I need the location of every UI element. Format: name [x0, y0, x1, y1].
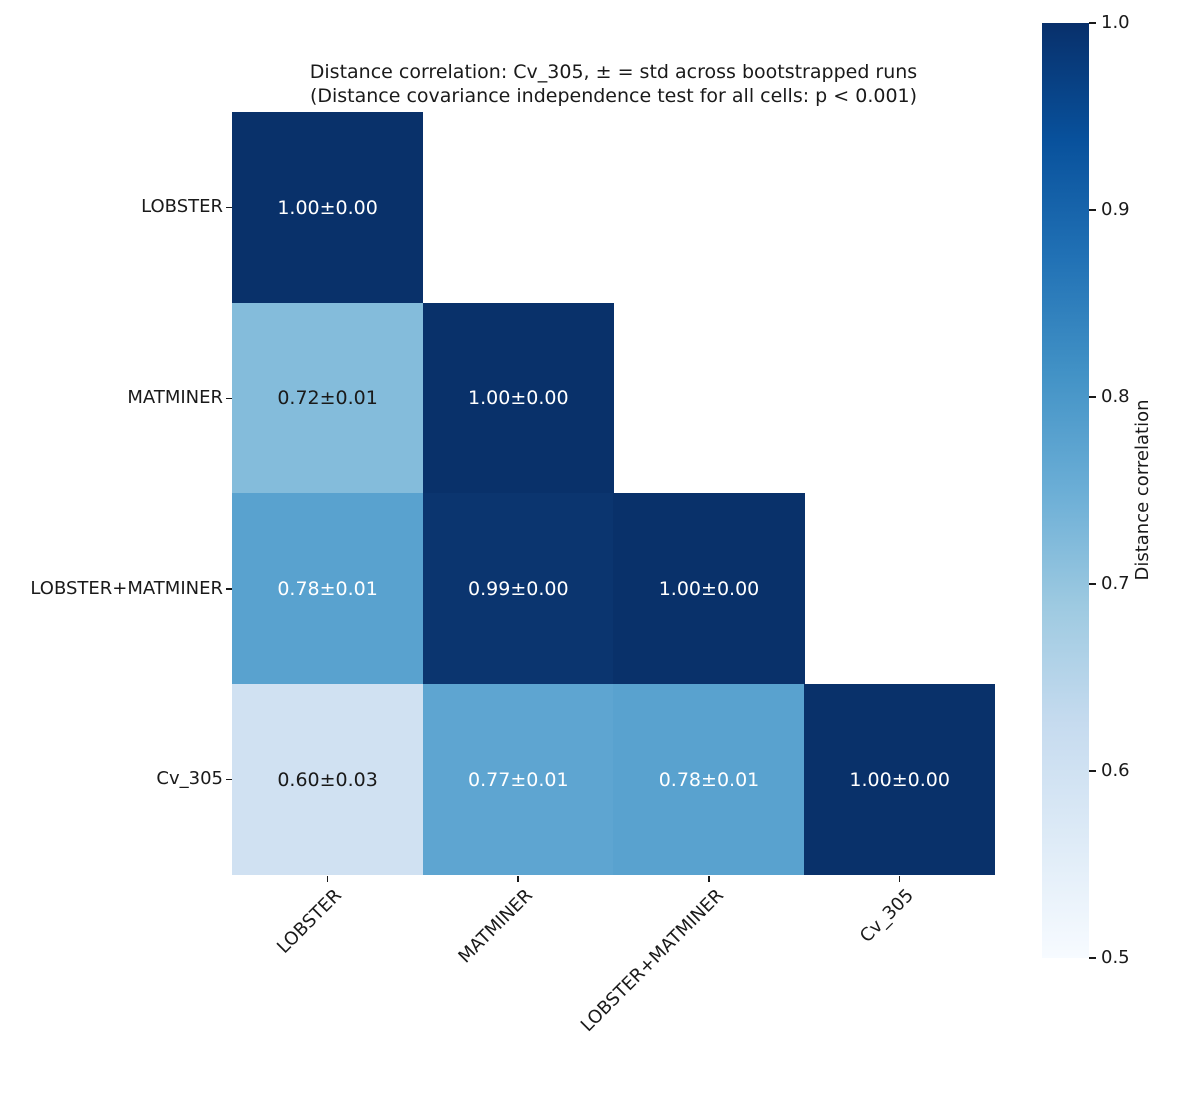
y-tick-label-Cv_305: Cv_305: [156, 768, 223, 790]
heatmap-cell-Cv_305-Cv_305: 1.00±0.00: [804, 684, 996, 876]
colorbar-tick-mark: [1089, 957, 1096, 959]
y-tick-mark: [226, 397, 232, 400]
heatmap-cell-Cv_305-LOBSTER: 0.60±0.03: [232, 684, 424, 876]
heatmap-cell-LOBSTER+MATMINER-LOBSTER+MATMINER: 1.00±0.00: [613, 493, 805, 685]
colorbar-tick-mark: [1089, 770, 1096, 772]
x-tick-label-LOBSTER: LOBSTER: [273, 884, 347, 958]
x-tick-mark: [517, 875, 519, 882]
chart-title-line2: (Distance covariance independence test f…: [309, 85, 918, 107]
x-tick-label-Cv_305: Cv_305: [856, 884, 919, 947]
colorbar-tick-label-0.8: 0.8: [1101, 386, 1130, 408]
colorbar-tick-label-0.5: 0.5: [1101, 947, 1130, 969]
x-tick-label-LOBSTER+MATMINER: LOBSTER+MATMINER: [576, 884, 728, 1036]
y-tick-mark: [226, 778, 232, 781]
heatmap-cell-MATMINER-MATMINER: 1.00±0.00: [422, 302, 614, 494]
y-tick-label-LOBSTER+MATMINER: LOBSTER+MATMINER: [30, 577, 223, 599]
heatmap-cell-LOBSTER-LOBSTER: 1.00±0.00: [232, 112, 424, 304]
y-tick-mark: [226, 588, 232, 590]
chart-title: Distance correlation: Cv_305, ± = std ac…: [232, 60, 995, 108]
x-tick-label-MATMINER: MATMINER: [454, 884, 537, 968]
colorbar-axis-label: Distance correlation: [1132, 399, 1153, 581]
x-tick-mark: [708, 875, 710, 882]
heatmap-cell-Cv_305-LOBSTER+MATMINER: 0.78±0.01: [613, 684, 805, 876]
heatmap-cell-Cv_305-MATMINER: 0.77±0.01: [422, 684, 614, 876]
colorbar-tick-mark: [1089, 583, 1096, 585]
heatmap-cell-LOBSTER+MATMINER-LOBSTER: 0.78±0.01: [232, 493, 424, 685]
colorbar-tick-label-0.6: 0.6: [1101, 760, 1130, 782]
y-tick-label-LOBSTER: LOBSTER: [141, 196, 223, 218]
colorbar: [1042, 23, 1089, 958]
y-tick-label-MATMINER: MATMINER: [127, 387, 223, 409]
heatmap-cell-MATMINER-LOBSTER: 0.72±0.01: [232, 302, 424, 494]
heatmap-cell-LOBSTER+MATMINER-MATMINER: 0.99±0.00: [422, 493, 614, 685]
x-tick-mark: [326, 875, 329, 882]
chart-title-line1: Distance correlation: Cv_305, ± = std ac…: [309, 61, 918, 83]
colorbar-tick-label-0.7: 0.7: [1101, 573, 1130, 595]
colorbar-tick-label-1.0: 1.0: [1101, 12, 1130, 34]
y-tick-mark: [226, 206, 232, 209]
colorbar-tick-mark: [1089, 22, 1096, 24]
colorbar-tick-label-0.9: 0.9: [1101, 199, 1130, 221]
colorbar-tick-mark: [1089, 209, 1096, 211]
colorbar-tick-mark: [1089, 396, 1096, 398]
x-tick-mark: [898, 875, 901, 882]
